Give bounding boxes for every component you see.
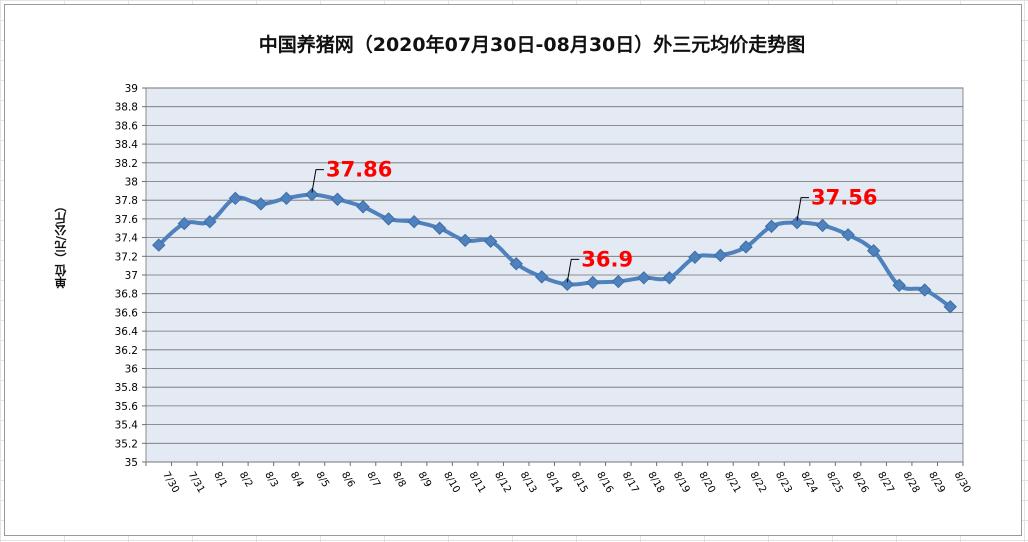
x-tick-label: 8/25 [824,470,845,495]
data-point-marker [713,248,728,263]
data-point-marker [177,216,192,231]
data-point-marker [815,218,830,233]
data-point-marker [535,270,549,284]
x-tick-label: 8/21 [722,470,743,495]
x-tick-label: 8/9 [415,470,433,489]
x-tick-label: 8/18 [645,470,666,495]
x-tick-label: 8/15 [569,470,590,495]
data-point-marker [381,212,396,226]
y-tick-label: 35.4 [115,420,139,432]
chart-title: 中国养猪网（2020年07月30日-08月30日）外三元均价走势图 [258,34,806,56]
data-point-marker [662,271,677,285]
data-label: 37.56 [811,186,877,210]
y-tick-label: 36.8 [115,289,138,301]
data-point-marker [866,243,881,258]
y-tick-label: 38 [125,177,138,189]
data-point-marker [841,228,855,242]
x-tick-label: 8/30 [952,470,973,495]
data-point-marker [560,277,574,292]
x-tick-label: 8/29 [926,470,947,495]
y-tick-label: 38.2 [115,158,138,170]
data-point-marker [356,200,370,214]
x-tick-label: 8/7 [364,470,382,489]
data-point-marker [611,274,626,289]
x-tick-label: 8/27 [875,470,896,495]
y-tick-label: 36.6 [115,307,139,319]
x-tick-label: 8/28 [901,470,922,495]
y-tick-label: 36.2 [115,345,138,357]
data-point-marker [254,197,268,211]
x-tick-label: 8/26 [850,470,871,495]
x-tick-label: 8/19 [671,470,692,495]
data-point-marker [764,219,779,234]
data-point-marker [152,238,166,252]
data-point-marker [305,187,319,202]
annotation-leader-line [796,197,810,221]
data-point-marker [790,215,804,230]
x-tick-label: 7/31 [186,470,207,495]
data-point-marker [458,233,472,248]
x-tick-label: 8/11 [467,470,488,495]
x-tick-label: 8/6 [339,470,357,489]
y-tick-label: 36.4 [115,326,139,338]
data-point-marker [586,275,600,290]
y-tick-label: 37.8 [115,195,138,207]
x-tick-label: 8/4 [288,470,306,489]
x-tick-label: 8/5 [313,470,331,489]
y-tick-label: 38.6 [115,120,139,132]
x-tick-label: 8/24 [798,470,819,495]
data-point-marker [892,278,906,292]
x-tick-label: 8/14 [543,470,564,495]
x-tick-label: 8/16 [594,470,615,495]
data-point-marker [739,240,753,254]
data-point-marker [330,192,345,206]
y-tick-label: 37.2 [115,251,138,263]
data-point-marker [509,257,523,271]
x-tick-label: 8/22 [747,470,768,495]
x-tick-label: 8/3 [262,470,280,489]
data-point-marker [943,300,957,314]
data-label: 36.9 [581,247,633,271]
data-point-marker [407,214,421,229]
y-tick-label: 35.6 [115,401,139,413]
data-point-marker [637,271,651,285]
y-tick-label: 37.6 [115,214,139,226]
x-tick-label: 8/10 [441,470,462,495]
x-tick-label: 8/13 [518,470,539,495]
y-tick-label: 35.2 [115,438,138,450]
x-tick-label: 7/30 [160,470,181,495]
annotation-leader-line [566,258,580,283]
data-point-marker [483,234,498,249]
x-tick-label: 8/17 [620,470,641,495]
data-point-marker [917,283,932,297]
y-tick-label: 35.8 [115,382,138,394]
data-point-marker [432,221,447,235]
y-tick-label: 35 [125,457,138,469]
data-point-marker [228,191,243,206]
annotation-leader-line [311,169,324,193]
y-tick-label: 37 [125,270,138,282]
x-tick-label: 8/20 [696,470,717,495]
y-tick-label: 38.8 [115,102,138,114]
data-point-marker [688,250,702,264]
y-tick-label: 37.4 [115,233,139,245]
data-point-marker [203,214,217,229]
x-tick-label: 8/12 [492,470,513,495]
y-tick-label: 38.4 [115,139,139,151]
x-tick-label: 8/2 [237,470,255,489]
y-tick-label: 39 [125,83,138,95]
y-tick-label: 36 [125,364,139,376]
data-label: 37.86 [326,158,392,182]
x-tick-label: 8/23 [773,470,794,495]
x-tick-label: 8/8 [390,470,408,489]
x-tick-label: 8/1 [211,470,229,489]
data-point-marker [279,191,294,206]
